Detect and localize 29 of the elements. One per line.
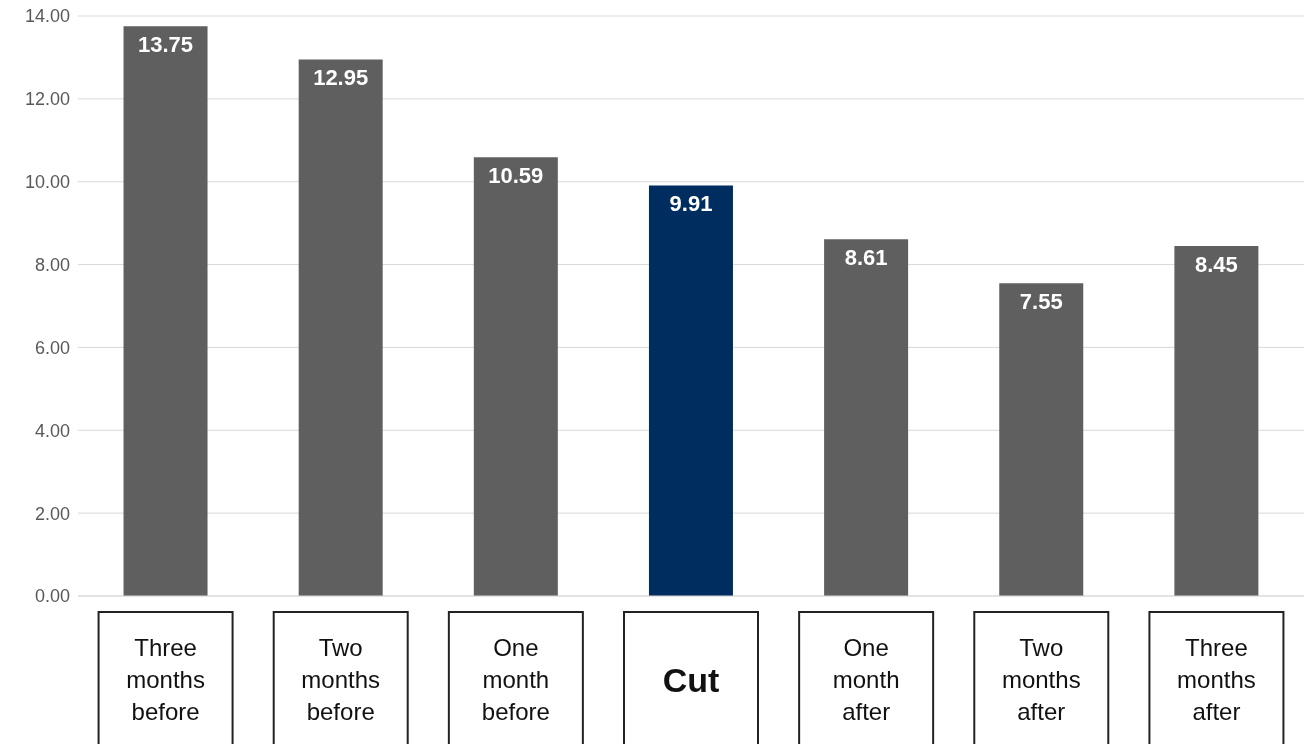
x-tick-label: Two months after (1001, 634, 1081, 726)
bar (824, 239, 909, 596)
bar (999, 283, 1084, 596)
x-tick-label: One month after (832, 634, 900, 726)
bar (1174, 245, 1259, 596)
data-label: 12.95 (313, 65, 369, 91)
x-tick-label: Three months before (126, 634, 205, 726)
data-label: 10.59 (488, 162, 544, 188)
bar (648, 185, 733, 596)
x-tick-label: One month before (481, 634, 550, 726)
x-tick-label: Two months before (301, 634, 381, 726)
bar (473, 157, 558, 596)
y-tick-label: 0.00 (34, 586, 70, 607)
data-label: 7.55 (1019, 288, 1063, 314)
data-label: 8.61 (844, 244, 888, 270)
bar (298, 59, 383, 596)
data-label: 8.45 (1194, 251, 1238, 277)
y-tick-label: 2.00 (34, 503, 70, 524)
y-tick-label: 14.00 (24, 6, 70, 27)
data-label: 9.91 (669, 191, 713, 217)
y-tick-label: 10.00 (24, 172, 70, 193)
bar (123, 26, 208, 596)
x-tick-label: Three months after (1177, 634, 1256, 726)
y-tick-label: 4.00 (34, 420, 70, 441)
y-tick-label: 8.00 (34, 254, 70, 275)
data-label: 13.75 (138, 31, 194, 57)
y-tick-label: 6.00 (34, 337, 70, 358)
y-tick-label: 12.00 (24, 89, 70, 110)
x-tick-label: Cut (662, 660, 720, 699)
